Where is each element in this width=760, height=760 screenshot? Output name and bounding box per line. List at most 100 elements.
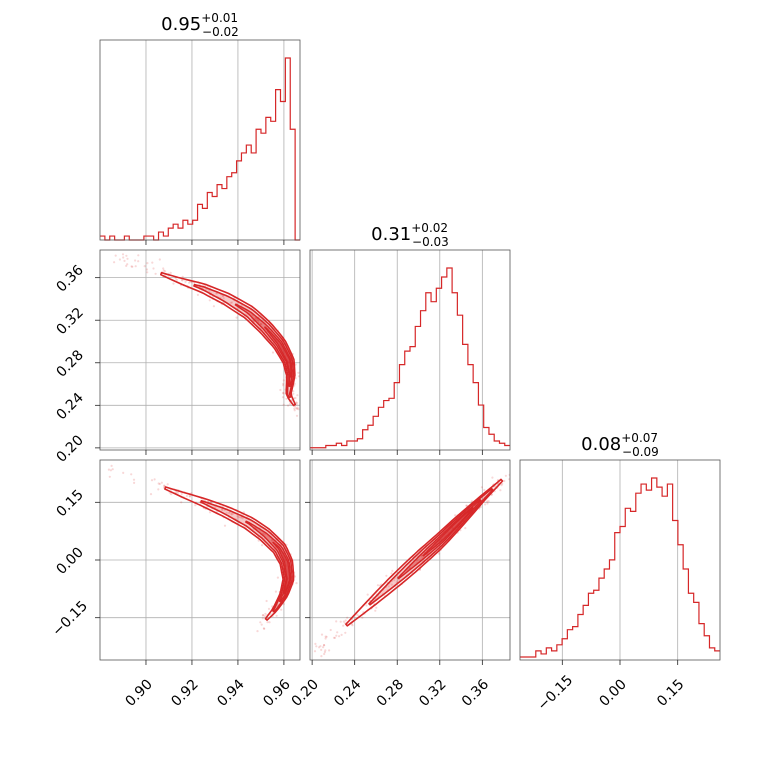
sample-point: [322, 646, 325, 649]
sample-point: [240, 304, 243, 307]
sample-point: [256, 630, 259, 633]
sample-point: [500, 484, 503, 487]
sample-point: [225, 511, 228, 514]
sample-point: [301, 411, 303, 413]
sample-point: [374, 609, 377, 612]
sample-point: [484, 503, 487, 506]
sample-point: [387, 585, 390, 588]
sample-point: [499, 489, 502, 492]
sample-point: [342, 624, 345, 627]
sample-point: [137, 260, 140, 263]
sample-point: [503, 479, 506, 483]
sample-point: [292, 392, 295, 395]
sample-point: [188, 495, 191, 498]
sample-point: [164, 270, 167, 273]
sample-point: [261, 617, 264, 620]
sample-point: [287, 404, 290, 407]
sample-point: [185, 494, 188, 498]
sample-point: [259, 322, 262, 326]
sample-point: [212, 305, 215, 308]
sample-point: [276, 576, 279, 579]
sample-point: [338, 635, 341, 638]
contour-core: [422, 507, 474, 557]
sample-point: [295, 407, 298, 410]
panel-frame: [99, 249, 301, 451]
sample-point: [393, 579, 396, 582]
contour-outer: [164, 486, 295, 621]
sample-point: [504, 474, 507, 477]
panel-title: 0.31+0.02 −0.03: [371, 221, 449, 249]
contour-core: [272, 541, 291, 595]
sample-point: [137, 254, 140, 257]
x-tick-label-0: 0.20: [289, 676, 322, 709]
sample-point: [259, 621, 262, 624]
x-tick-label-3: 0.96: [260, 676, 293, 709]
sample-point: [125, 264, 128, 267]
sample-point: [237, 516, 240, 519]
sample-point: [336, 631, 339, 634]
sample-point: [266, 621, 269, 624]
sample-point: [229, 301, 232, 304]
x-tick-label-0: 0.90: [122, 676, 155, 709]
panel-title: 0.95+0.01 −0.02: [161, 11, 239, 39]
x-tick-label-4: 0.36: [459, 676, 492, 709]
sample-point: [222, 297, 225, 300]
sample-point: [264, 612, 267, 615]
y-tick-label-3: 0.32: [53, 305, 86, 338]
sample-point: [263, 627, 266, 630]
sample-point: [162, 269, 165, 272]
sample-point: [134, 265, 137, 268]
sample-point: [339, 620, 342, 623]
sample-point: [172, 282, 175, 285]
sample-point: [215, 292, 218, 295]
title-plus-error: +0.02: [411, 221, 448, 235]
histogram-panel-0: 0.95+0.01 −0.02: [99, 11, 301, 245]
sample-point: [295, 401, 298, 404]
sample-point: [221, 508, 224, 512]
sample-point: [146, 271, 149, 274]
sample-point: [169, 271, 172, 274]
panel-frame: [99, 39, 301, 241]
sample-point: [170, 493, 173, 496]
sample-point: [108, 475, 111, 478]
scatter-panel-p0_vs_p2: 0.90 0.92 0.94 0.96 −0.15 0.00 0.15: [49, 459, 301, 710]
sample-point: [361, 616, 364, 619]
sample-point: [335, 634, 338, 637]
sample-point: [158, 258, 161, 261]
sample-point: [385, 574, 388, 577]
sample-point: [175, 278, 178, 281]
y-tick-label-0: −0.15: [49, 598, 91, 640]
panel-content: [313, 473, 510, 658]
sample-point: [126, 263, 129, 266]
sample-point: [145, 268, 149, 271]
sample-point: [293, 405, 297, 408]
sample-point: [420, 554, 424, 557]
sample-point: [123, 259, 126, 262]
histogram-step-1: [310, 267, 510, 449]
sample-point: [296, 407, 299, 410]
sample-point: [275, 614, 278, 617]
sample-point: [390, 583, 393, 586]
title-plus-error: +0.07: [621, 431, 658, 445]
sample-point: [274, 590, 277, 593]
sample-point: [487, 500, 490, 503]
sample-point: [208, 511, 212, 514]
sample-point: [322, 644, 326, 647]
sample-point: [230, 512, 233, 516]
sample-point: [483, 488, 486, 492]
sample-point: [320, 655, 323, 658]
sample-point: [180, 492, 183, 495]
sample-point: [366, 593, 369, 596]
sample-point: [293, 409, 296, 412]
sample-point: [342, 620, 345, 623]
sample-point: [318, 646, 321, 649]
sample-point: [293, 407, 296, 410]
sample-point: [264, 533, 267, 536]
sample-point: [166, 483, 169, 486]
title-minus-error: −0.03: [412, 235, 449, 249]
sample-point: [295, 414, 299, 417]
sample-point: [158, 482, 161, 486]
sample-point: [260, 544, 264, 547]
sample-point: [376, 584, 379, 587]
sample-point: [486, 502, 489, 505]
